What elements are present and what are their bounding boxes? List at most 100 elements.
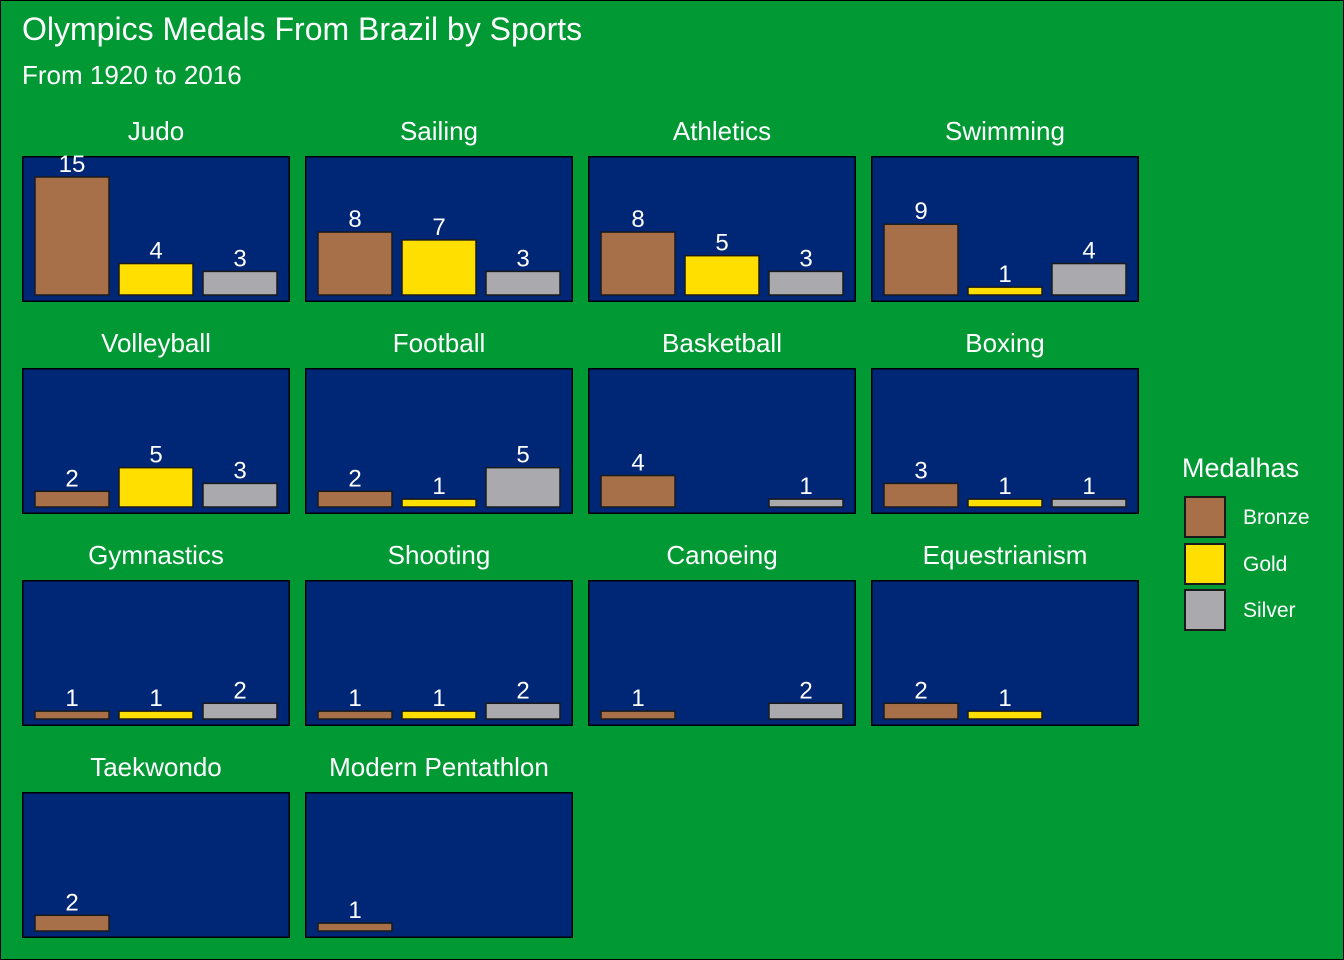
data-label-silver: 3	[233, 457, 246, 484]
data-label-bronze: 2	[65, 465, 78, 492]
bar-silver	[485, 466, 561, 508]
bar-silver	[1051, 498, 1127, 508]
data-label-bronze: 9	[914, 198, 927, 225]
facet-shooting: Shooting 1 1 2	[305, 540, 573, 726]
legend-label: Bronze	[1243, 506, 1310, 529]
facet-panel: 8 7 3	[305, 156, 573, 302]
facet-title: Taekwondo	[90, 752, 222, 782]
facet-sailing: Sailing 8 7 3	[305, 116, 573, 302]
chart-subtitle: From 1920 to 2016	[22, 60, 242, 90]
bar-bronze	[317, 922, 393, 932]
data-label-bronze: 2	[914, 677, 927, 704]
data-label-bronze: 1	[631, 685, 644, 712]
data-label-silver: 2	[799, 677, 812, 704]
facet-canoeing: Canoeing 1 2	[588, 540, 856, 726]
data-label-silver: 3	[233, 245, 246, 272]
facet-modern-pentathlon: Modern Pentathlon 1	[305, 752, 573, 938]
data-label-gold: 1	[432, 685, 445, 712]
bar-bronze	[883, 223, 959, 296]
data-label-gold: 1	[149, 685, 162, 712]
legend: Medalhas Bronze Gold Silver	[1182, 453, 1310, 636]
facet-title: Boxing	[965, 328, 1045, 358]
bar-bronze	[34, 710, 110, 720]
data-label-bronze: 2	[348, 465, 361, 492]
facet-title: Football	[392, 328, 486, 358]
data-label-gold: 4	[149, 238, 162, 265]
bar-bronze	[317, 231, 393, 296]
facet-panel: 154 3	[22, 151, 290, 302]
bar-silver	[202, 270, 278, 296]
data-label-silver: 5	[516, 442, 529, 469]
data-label-gold: 5	[149, 442, 162, 469]
facet-title: Basketball	[662, 328, 782, 358]
data-label-bronze: 8	[348, 206, 361, 233]
bar-bronze	[600, 474, 676, 508]
data-label-silver: 3	[516, 245, 529, 272]
legend-item-gold: Gold	[1182, 542, 1299, 590]
facet-swimming: Swimming 9 1 4	[871, 116, 1139, 302]
facet-panel: 1 1 2	[305, 580, 573, 726]
facet-football: Football 2 1 5	[305, 328, 573, 514]
data-label-gold: 5	[715, 230, 728, 257]
bar-bronze	[34, 176, 110, 296]
legend-item-silver: Silver	[1182, 589, 1299, 636]
panel-background	[588, 580, 856, 726]
legend-key-silver	[1184, 589, 1226, 631]
legend-key-bronze	[1184, 496, 1226, 538]
facet-equestrianism: Equestrianism 2 1	[871, 540, 1139, 726]
bar-silver	[768, 270, 844, 296]
bar-gold	[967, 286, 1043, 296]
data-label-gold: 1	[432, 473, 445, 500]
bar-silver	[1051, 262, 1127, 296]
bar-silver	[202, 482, 278, 508]
data-label-gold: 7	[432, 214, 445, 241]
facet-panel: 41	[588, 368, 856, 514]
facet-title: Judo	[127, 116, 185, 146]
legend-label: Gold	[1243, 552, 1288, 576]
bar-silver	[768, 702, 844, 720]
bar-gold	[684, 254, 760, 296]
data-label-bronze: 3	[914, 457, 927, 484]
data-label-silver: 4	[1082, 238, 1095, 265]
data-label-bronze: 1	[348, 685, 361, 712]
data-label-bronze: 1	[348, 897, 361, 924]
facet-panel: 2	[22, 792, 290, 938]
chart-title: Olympics Medals From Brazil by Sports	[22, 11, 583, 47]
data-label-silver: 3	[799, 245, 812, 272]
bar-bronze	[600, 710, 676, 720]
facet-volleyball: Volleyball 2 5 3	[22, 328, 290, 514]
data-label-silver: 1	[799, 473, 812, 500]
facet-panel: 8 5 3	[588, 156, 856, 302]
legend-title: Medalhas	[1182, 453, 1300, 483]
bar-silver	[202, 702, 278, 720]
bar-gold	[401, 710, 477, 720]
facet-judo: Judo 15 4 3	[22, 116, 290, 302]
facet-athletics: Athletics 8 5 3	[588, 116, 856, 302]
facet-title: Sailing	[399, 116, 479, 146]
panel-background	[22, 580, 290, 726]
bar-gold	[401, 498, 477, 508]
facet-taekwondo: Taekwondo 2	[22, 752, 290, 938]
facet-grid: Judo 15 4 3 Sailing 8 7 3 Athletics 8 5 3 Swimming 9 1…	[1, 1, 1161, 959]
facet-panel: 1 1 2	[22, 580, 290, 726]
legend-key-gold	[1184, 542, 1226, 585]
facet-panel: 9 1 4	[871, 156, 1139, 302]
data-label-silver: 2	[233, 677, 246, 704]
data-label-bronze: 4	[631, 450, 644, 477]
bar-bronze	[600, 231, 676, 296]
panel-background	[305, 792, 573, 938]
bar-gold	[118, 466, 194, 508]
bar-bronze	[317, 490, 393, 508]
data-label-silver: 1	[1082, 473, 1095, 500]
bar-bronze	[34, 490, 110, 508]
bar-silver	[485, 702, 561, 720]
data-label-bronze: 1	[65, 685, 78, 712]
panel-background	[22, 792, 290, 938]
facet-basketball: Basketball 4 1	[588, 328, 856, 514]
bar-bronze	[883, 482, 959, 508]
facet-gymnastics: Gymnastics 1 1 2	[22, 540, 290, 726]
facet-title: Equestrianism	[922, 540, 1088, 570]
panel-background	[871, 580, 1139, 726]
